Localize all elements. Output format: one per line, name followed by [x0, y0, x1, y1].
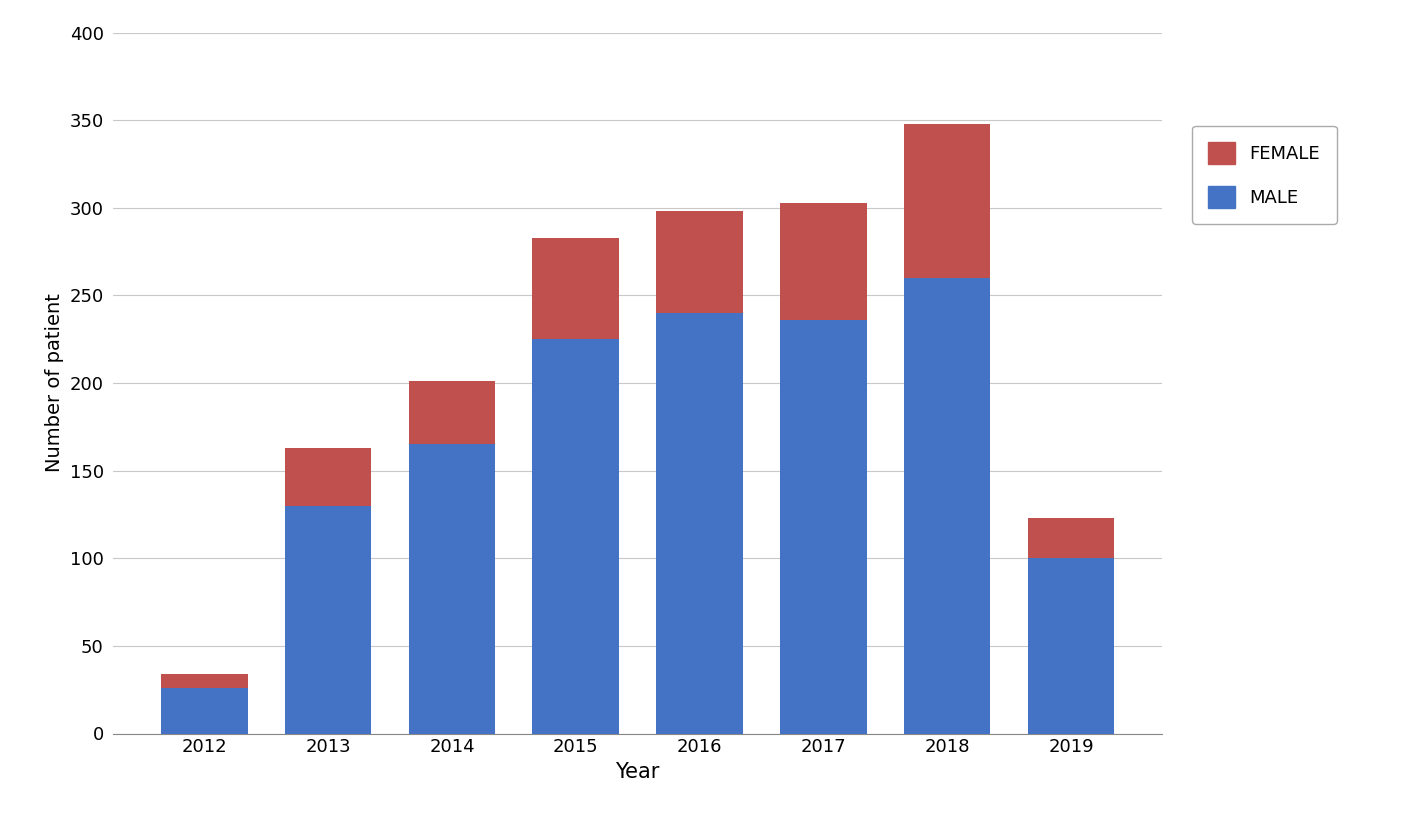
Bar: [162, 688, 248, 734]
Bar: [1027, 558, 1114, 734]
Bar: [408, 444, 496, 734]
Y-axis label: Number of patient: Number of patient: [45, 293, 64, 473]
Bar: [162, 674, 248, 688]
Bar: [656, 313, 743, 734]
Bar: [408, 381, 496, 444]
Bar: [285, 505, 371, 734]
Bar: [533, 339, 619, 734]
Bar: [904, 124, 990, 278]
Bar: [1027, 518, 1114, 558]
X-axis label: Year: Year: [615, 762, 660, 782]
Legend: FEMALE, MALE: FEMALE, MALE: [1192, 126, 1336, 224]
Bar: [285, 448, 371, 505]
Bar: [904, 278, 990, 734]
Bar: [779, 320, 867, 734]
Bar: [779, 203, 867, 320]
Bar: [656, 211, 743, 313]
Bar: [533, 238, 619, 339]
